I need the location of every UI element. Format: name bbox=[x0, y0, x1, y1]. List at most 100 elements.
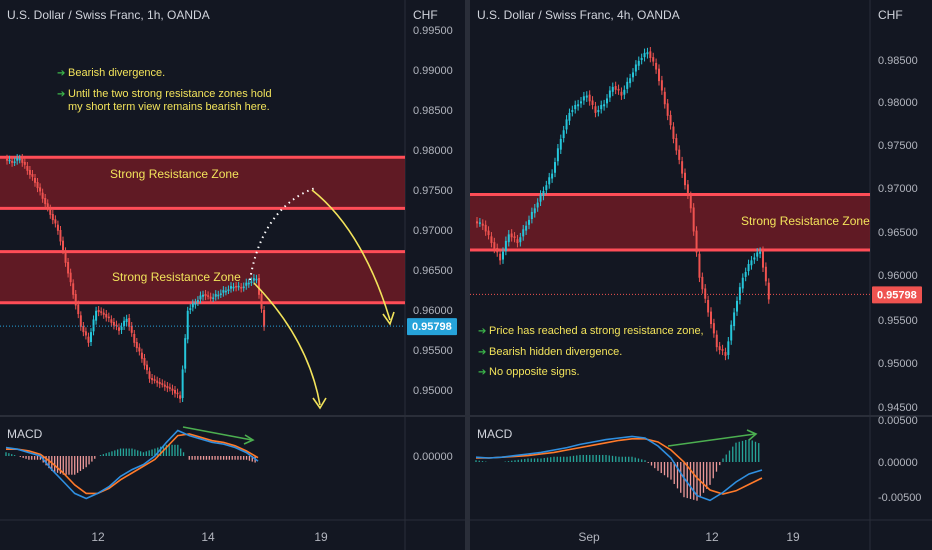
annotation-note: Price has reached a strong resistance zo… bbox=[489, 325, 704, 337]
candle-body bbox=[212, 297, 215, 299]
candle-body bbox=[156, 380, 159, 383]
candle-body bbox=[120, 326, 123, 330]
currency-label: CHF bbox=[878, 8, 903, 22]
candle-body bbox=[153, 379, 156, 381]
price-tick-label: 0.96500 bbox=[413, 265, 453, 277]
candle-body bbox=[44, 198, 47, 205]
candle-body bbox=[496, 247, 499, 253]
candle-body bbox=[82, 326, 85, 333]
candle-body bbox=[219, 293, 222, 295]
candle-body bbox=[245, 282, 248, 286]
candle-body bbox=[756, 252, 759, 257]
annotation-note: Until the two strong resistance zones ho… bbox=[68, 88, 272, 113]
price-tick-label: 0.97500 bbox=[413, 185, 453, 197]
projection-arrow-head bbox=[312, 397, 327, 410]
candle-body bbox=[513, 236, 516, 238]
price-tick-label: 0.99000 bbox=[413, 65, 453, 77]
candle-body bbox=[536, 202, 539, 208]
last-price-tag-bg bbox=[872, 286, 922, 304]
candle-body bbox=[681, 161, 684, 174]
candle-body bbox=[476, 221, 478, 224]
candle-body bbox=[207, 295, 210, 297]
price-tick-label: 0.95000 bbox=[413, 385, 453, 397]
candle-body bbox=[107, 316, 110, 319]
candle-body bbox=[764, 266, 767, 282]
candle-body bbox=[100, 311, 103, 313]
projection-arrow-head bbox=[382, 311, 395, 326]
candle-body bbox=[186, 310, 189, 340]
candle-body bbox=[46, 203, 49, 208]
price-tick-label: 0.96000 bbox=[878, 270, 918, 282]
price-tick-label: 0.98000 bbox=[878, 97, 918, 109]
candle-body bbox=[179, 395, 182, 399]
candle-body bbox=[623, 89, 626, 95]
candle-body bbox=[712, 323, 715, 334]
candle-body bbox=[31, 174, 34, 177]
candle-body bbox=[255, 278, 258, 281]
projection-arrow-path bbox=[253, 282, 321, 406]
candle-body bbox=[542, 190, 545, 196]
candle-body bbox=[574, 104, 577, 110]
candle-body bbox=[568, 112, 571, 121]
candle-body bbox=[493, 242, 496, 249]
candle-body bbox=[710, 311, 712, 325]
candle-body bbox=[77, 304, 80, 315]
candle-body bbox=[67, 262, 70, 274]
macd-divergence-arrowhead bbox=[746, 429, 758, 441]
candle-body bbox=[724, 352, 727, 356]
candle-body bbox=[733, 312, 736, 327]
candle-body bbox=[675, 138, 678, 151]
candle-body bbox=[54, 219, 57, 224]
candle-body bbox=[16, 158, 19, 161]
candle-body bbox=[548, 177, 551, 185]
candle-body bbox=[118, 327, 120, 331]
candle-body bbox=[617, 88, 620, 91]
price-tick-label: 0.97500 bbox=[878, 140, 918, 152]
candle-body bbox=[214, 294, 217, 297]
candle-body bbox=[28, 170, 31, 175]
candle-body bbox=[585, 95, 588, 98]
candle-body bbox=[209, 296, 212, 299]
candle-body bbox=[533, 208, 536, 214]
macd-tick-label: 0.00500 bbox=[878, 415, 918, 427]
candle-body bbox=[199, 295, 202, 300]
arrow-right-icon: ➔ bbox=[57, 68, 65, 79]
candle-body bbox=[626, 81, 629, 89]
projection-drawings bbox=[182, 187, 758, 447]
candle-body bbox=[551, 173, 554, 179]
resistance-zone-label: Strong Resistance Zone bbox=[112, 270, 241, 284]
price-tick-label: 0.95500 bbox=[878, 315, 918, 327]
chart-panel-1: U.S. Dollar / Swiss Franc, 1h, OANDA CHF 0… bbox=[0, 0, 465, 550]
candle-body bbox=[146, 364, 148, 371]
candle-body bbox=[554, 162, 556, 173]
candle-body bbox=[232, 286, 235, 289]
panel-divider bbox=[465, 0, 470, 550]
candle-body bbox=[658, 68, 660, 82]
candle-body bbox=[577, 104, 580, 107]
last-price-value: 0.95798 bbox=[877, 289, 917, 301]
candle-body bbox=[556, 148, 559, 162]
candle-body bbox=[620, 91, 623, 96]
price-tick-label: 0.98500 bbox=[878, 55, 918, 67]
candle-body bbox=[39, 187, 42, 192]
price-tick-label: 0.95000 bbox=[878, 358, 918, 370]
candle-body bbox=[87, 336, 90, 343]
candle-body bbox=[484, 224, 487, 232]
macd-line bbox=[5, 429, 259, 500]
candle-body bbox=[34, 178, 36, 183]
macd-divergence-line bbox=[182, 426, 253, 441]
macd-tick-label: 0.00000 bbox=[878, 457, 918, 469]
resistance-zone-label: Strong Resistance Zone bbox=[110, 167, 239, 181]
candle-body bbox=[689, 195, 692, 209]
candle-body bbox=[62, 240, 64, 251]
candle-body bbox=[41, 192, 44, 199]
candle-body bbox=[240, 287, 243, 289]
candle-body bbox=[168, 387, 171, 389]
candle-body bbox=[8, 159, 11, 162]
last-price-tag: 0.95798 bbox=[407, 318, 457, 336]
price-tick-label: 0.97000 bbox=[878, 183, 918, 195]
candle-body bbox=[260, 294, 263, 309]
candle-body bbox=[571, 110, 574, 113]
